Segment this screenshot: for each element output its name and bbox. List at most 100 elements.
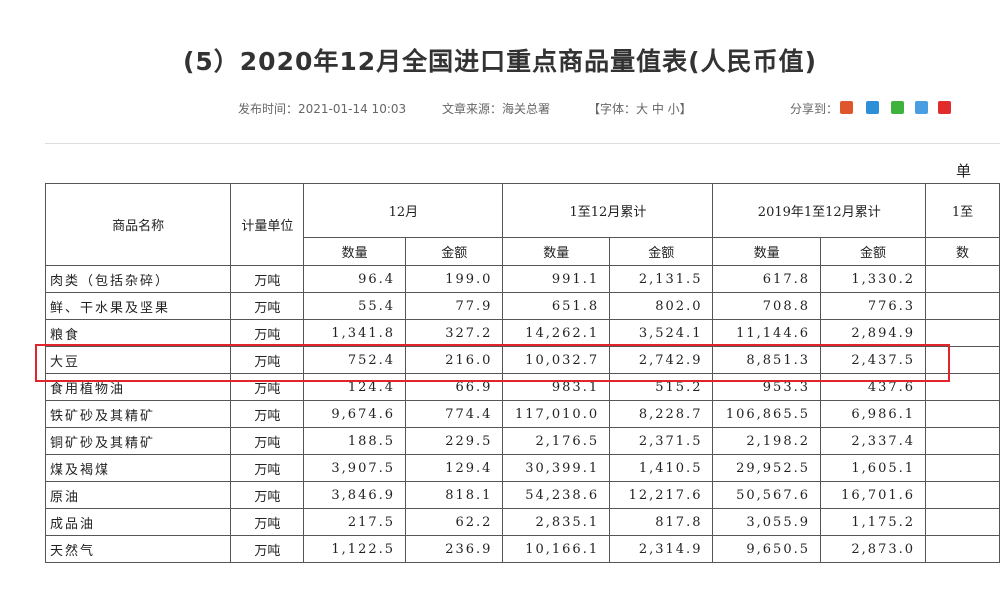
table-cell: 8,228.7 — [609, 400, 714, 428]
table-cell: 1,175.2 — [819, 508, 927, 536]
table-cell: 万吨 — [230, 373, 305, 401]
table-cell: 117,010.0 — [502, 400, 611, 428]
table-cell: 2,835.1 — [502, 508, 611, 536]
table-cell: 万吨 — [230, 454, 305, 482]
share-icon[interactable] — [915, 101, 928, 114]
table-cell — [925, 454, 1000, 482]
header-cell: 金额 — [609, 237, 714, 266]
table-cell: 万吨 — [230, 346, 305, 374]
table-cell: 万吨 — [230, 481, 305, 509]
divider — [45, 143, 1000, 144]
table-cell: 3,524.1 — [609, 319, 714, 347]
table-cell: 188.5 — [303, 427, 407, 455]
data-row: 天然气 万吨 1,122.5 236.9 10,166.1 2,314.9 9,650.5 2… — [44, 535, 1000, 563]
header-cell: 2019年1至12月累计 — [712, 183, 927, 238]
table-cell: 万吨 — [230, 535, 305, 563]
table-cell: 万吨 — [230, 508, 305, 536]
table-cell: 1,410.5 — [609, 454, 714, 482]
table-cell: 236.9 — [405, 535, 504, 563]
table-cell: 129.4 — [405, 454, 504, 482]
table-cell: 1,122.5 — [303, 535, 407, 563]
table-cell: 10,166.1 — [502, 535, 611, 563]
table-cell: 2,873.0 — [819, 535, 927, 563]
table-cell: 16,701.6 — [819, 481, 927, 509]
table-cell — [925, 427, 1000, 455]
header-cell: 数量 — [502, 237, 611, 266]
table-cell: 62.2 — [405, 508, 504, 536]
table-cell: 29,952.5 — [712, 454, 821, 482]
font-size-control[interactable]: 【字体：大 中 小】 — [588, 102, 692, 116]
table-cell: 953.3 — [712, 373, 821, 401]
table-cell: 2,337.4 — [819, 427, 927, 455]
table-cell: 3,907.5 — [303, 454, 407, 482]
table-cell: 774.4 — [405, 400, 504, 428]
header-cell: 12月 — [303, 183, 504, 238]
highlight-box — [35, 344, 950, 382]
table-cell: 776.3 — [819, 292, 927, 320]
table-cell — [925, 265, 1000, 293]
table-cell: 124.4 — [303, 373, 407, 401]
table-cell: 199.0 — [405, 265, 504, 293]
table-cell: 2,437.5 — [819, 346, 927, 374]
header-cell: 数 — [925, 237, 1000, 266]
share-icon[interactable] — [891, 101, 904, 114]
table-cell: 817.8 — [609, 508, 714, 536]
data-row: 成品油 万吨 217.5 62.2 2,835.1 817.8 3,055.9 1,175.2 — [44, 508, 1000, 536]
page-title: (5）2020年12月全国进口重点商品量值表(人民币值) — [182, 47, 818, 76]
table-cell: 鲜、干水果及坚果 — [44, 292, 232, 320]
table-cell: 327.2 — [405, 319, 504, 347]
table-cell: 肉类（包括杂碎） — [44, 265, 232, 293]
data-row: 煤及褐煤 万吨 3,907.5 129.4 30,399.1 1,410.5 29,952.… — [44, 454, 1000, 482]
table-cell: 2,176.5 — [502, 427, 611, 455]
table-cell: 铜矿砂及其精矿 — [44, 427, 232, 455]
header-cell: 1至 — [925, 183, 1000, 238]
table-cell: 818.1 — [405, 481, 504, 509]
table-cell: 原油 — [44, 481, 232, 509]
table-cell — [925, 346, 1000, 374]
data-row: 食用植物油 万吨 124.4 66.9 983.1 515.2 953.3 437.6 — [44, 373, 1000, 401]
table-cell: 11,144.6 — [712, 319, 821, 347]
table-cell: 2,198.2 — [712, 427, 821, 455]
table-cell: 991.1 — [502, 265, 611, 293]
share-icon[interactable] — [938, 101, 951, 114]
table-cell: 9,674.6 — [303, 400, 407, 428]
table-cell: 50,567.6 — [712, 481, 821, 509]
table-cell: 3,846.9 — [303, 481, 407, 509]
table-cell: 粮食 — [44, 319, 232, 347]
table-cell: 天然气 — [44, 535, 232, 563]
table-cell — [925, 535, 1000, 563]
table-cell: 54,238.6 — [502, 481, 611, 509]
table-cell: 96.4 — [303, 265, 407, 293]
table-cell: 万吨 — [230, 265, 305, 293]
table-cell: 铁矿砂及其精矿 — [44, 400, 232, 428]
table-cell: 217.5 — [303, 508, 407, 536]
header-row: 商品名称 计量单位 12月 1至12月累计 2019年1至12月累计 1至 — [44, 183, 1000, 266]
data-row: 粮食 万吨 1,341.8 327.2 14,262.1 3,524.1 11,144.6 2… — [44, 319, 1000, 347]
data-row: 原油 万吨 3,846.9 818.1 54,238.6 12,217.6 50,567.6… — [44, 481, 1000, 509]
table-cell: 3,055.9 — [712, 508, 821, 536]
table-cell: 802.0 — [609, 292, 714, 320]
share-icon[interactable] — [840, 101, 853, 114]
table-cell: 651.8 — [502, 292, 611, 320]
table-cell: 12,217.6 — [609, 481, 714, 509]
header-cell: 金额 — [819, 237, 927, 266]
table-cell: 2,131.5 — [609, 265, 714, 293]
share-label: 分享到： — [790, 102, 839, 116]
data-row: 肉类（包括杂碎） 万吨 96.4 199.0 991.1 2,131.5 617.8 1,33… — [44, 265, 1000, 293]
table-cell: 万吨 — [230, 427, 305, 455]
header-cell: 1至12月累计 — [502, 183, 714, 238]
header-cell: 计量单位 — [230, 183, 305, 266]
header-cell: 数量 — [712, 237, 821, 266]
table-cell: 229.5 — [405, 427, 504, 455]
table-cell: 14,262.1 — [502, 319, 611, 347]
table-cell — [925, 319, 1000, 347]
table-cell: 万吨 — [230, 319, 305, 347]
header-cell: 金额 — [405, 237, 504, 266]
share-icon[interactable] — [866, 101, 879, 114]
table-cell: 2,371.5 — [609, 427, 714, 455]
table-cell: 食用植物油 — [44, 373, 232, 401]
data-table: 商品名称 计量单位 12月 1至12月累计 2019年1至12月累计 1至 数量 金额 数量 金额… — [44, 183, 1000, 563]
data-row: 铁矿砂及其精矿 万吨 9,674.6 774.4 117,010.0 8,228.7 106… — [44, 400, 1000, 428]
header-cell: 商品名称 — [44, 183, 232, 266]
table-cell: 成品油 — [44, 508, 232, 536]
